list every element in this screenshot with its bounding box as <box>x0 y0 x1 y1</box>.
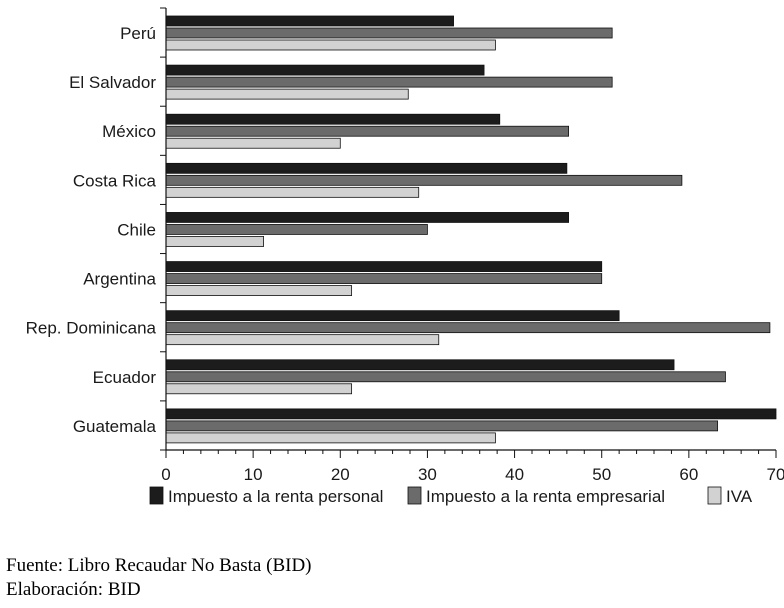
bar-2-8 <box>165 371 726 383</box>
category-label: México <box>102 122 156 141</box>
bar-3-7 <box>165 334 440 346</box>
category-label: Perú <box>120 24 156 43</box>
x-tick-label: 50 <box>592 465 611 484</box>
x-tick-label: 60 <box>679 465 698 484</box>
category-label: Costa Rica <box>73 171 157 190</box>
x-tick-label: 70 <box>767 465 784 484</box>
bar-2-6 <box>165 273 603 284</box>
legend-swatch-2 <box>407 486 422 505</box>
category-label: Guatemala <box>73 417 157 436</box>
category-label: Argentina <box>83 270 156 289</box>
category-label: El Salvador <box>69 73 156 92</box>
bar-2-3 <box>165 125 570 137</box>
category-label: Rep. Dominicana <box>26 319 157 338</box>
legend: Impuesto a la renta personal Impuesto a l… <box>149 486 753 506</box>
bar-2-4 <box>165 174 683 186</box>
x-tick-label: 30 <box>418 465 437 484</box>
category-label: Ecuador <box>93 368 157 387</box>
bar-1-8 <box>165 359 675 371</box>
bars-layer <box>165 15 777 444</box>
bar-1-7 <box>165 310 620 322</box>
bar-1-3 <box>165 113 501 125</box>
bar-2-2 <box>165 76 613 88</box>
labels-layer: Perú El Salvador México Costa Rica Chile Arge… <box>26 24 784 484</box>
bar-3-6 <box>165 285 353 296</box>
bar-3-1 <box>165 39 496 51</box>
legend-label-3: IVA <box>726 487 753 506</box>
bar-3-9 <box>165 432 496 444</box>
bar-3-4 <box>165 186 420 198</box>
credit-note: Elaboración: BID <box>6 579 141 600</box>
x-tick-label: 20 <box>331 465 350 484</box>
axes-layer <box>160 7 777 458</box>
legend-label-2: Impuesto a la renta empresarial <box>426 487 665 506</box>
x-tick-label: 10 <box>244 465 263 484</box>
bar-1-2 <box>165 64 485 76</box>
legend-swatch-3 <box>707 486 722 505</box>
bar-3-2 <box>165 88 409 100</box>
bar-1-1 <box>165 15 454 27</box>
bar-2-7 <box>165 322 771 334</box>
bar-1-6 <box>165 261 603 272</box>
chart: Perú El Salvador México Costa Rica Chile Arge… <box>26 7 784 506</box>
bar-1-5 <box>165 212 570 223</box>
source-note: Fuente: Libro Recaudar No Basta (BID) <box>6 555 312 576</box>
bar-2-9 <box>165 420 719 432</box>
bar-3-8 <box>165 383 353 395</box>
bar-2-5 <box>165 224 428 235</box>
x-tick-label: 0 <box>161 465 170 484</box>
bar-3-5 <box>165 236 264 247</box>
legend-label-1: Impuesto a la renta personal <box>168 487 383 506</box>
bar-2-1 <box>165 27 613 39</box>
bar-chart-svg: Perú El Salvador México Costa Rica Chile Arge… <box>26 7 784 506</box>
bar-3-3 <box>165 137 341 149</box>
legend-swatch-1 <box>149 486 164 505</box>
category-label: Chile <box>117 220 156 239</box>
bar-1-4 <box>165 162 568 174</box>
x-tick-label: 40 <box>505 465 524 484</box>
bar-1-9 <box>165 408 777 420</box>
